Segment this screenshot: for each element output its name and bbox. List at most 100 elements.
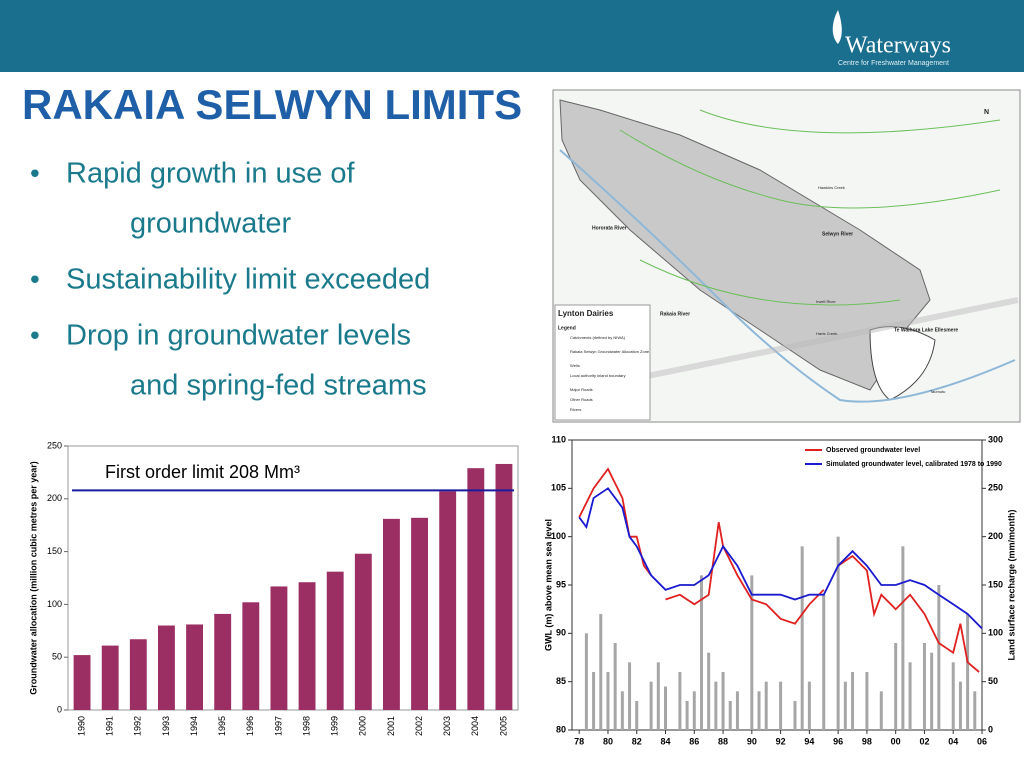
map-label: Local authority inland boundary [570, 373, 626, 378]
recharge-bar [757, 691, 761, 730]
x-tick-label: 1996 [245, 716, 255, 736]
logo: Waterways [845, 33, 951, 59]
map: Lynton Dairies Legend Catchments (defined … [552, 89, 1021, 423]
map-label: Other Roads [570, 397, 593, 402]
y2-axis-label: Land surface recharge (mm/month) [1006, 509, 1016, 660]
y-tick-label: 90 [556, 628, 566, 638]
y-tick-label: 250 [47, 440, 62, 450]
bullet-text: groundwater [130, 208, 292, 240]
recharge-bar [750, 575, 754, 730]
y-tick-label: 95 [556, 579, 566, 589]
x-tick-label: 82 [632, 736, 642, 746]
bullet-text: Drop in groundwater levels [66, 320, 411, 352]
map-label: Hororata River [592, 225, 627, 231]
x-tick-label: 1990 [76, 716, 86, 736]
bar [186, 624, 203, 710]
recharge-bar [901, 546, 905, 730]
recharge-bar [664, 686, 668, 730]
recharge-bar [793, 701, 797, 730]
map-label: Legend [558, 325, 576, 331]
x-tick-label: 2000 [358, 716, 368, 736]
bullets: • Rapid growth in use of groundwater • Susta… [30, 157, 430, 401]
map-label: Wells [570, 363, 580, 368]
x-tick-label: 84 [661, 736, 671, 746]
recharge-bar [951, 662, 955, 730]
bar [158, 625, 175, 710]
recharge-bar [851, 672, 855, 730]
recharge-bar [613, 643, 617, 730]
bar [326, 571, 344, 710]
x-tick-label: 2003 [442, 716, 452, 736]
bar [411, 517, 428, 710]
x-tick-label: 2004 [470, 716, 480, 736]
recharge-bar [721, 672, 725, 730]
recharge-bar [635, 701, 639, 730]
x-tick-label: 1995 [217, 716, 227, 736]
x-tick-label: 78 [574, 736, 584, 746]
bar [73, 655, 91, 710]
x-tick-label: 98 [862, 736, 872, 746]
x-tick-label: 1997 [273, 716, 283, 736]
bar [242, 602, 260, 710]
series-line [578, 487, 983, 630]
title: RAKAIA SELWYN LIMITS [22, 81, 522, 128]
recharge-bar [922, 643, 926, 730]
x-tick-label: 02 [919, 736, 929, 746]
y2-tick-label: 0 [988, 724, 993, 734]
bar [495, 463, 513, 710]
y-tick-label: 100 [551, 531, 566, 541]
recharge-bar [606, 672, 610, 730]
recharge-bar [958, 681, 962, 730]
recharge-bar [822, 594, 826, 730]
map-label: Selwyn River [822, 231, 853, 237]
recharge-bar [685, 701, 689, 730]
recharge-bar [800, 546, 804, 730]
x-tick-label: 90 [747, 736, 757, 746]
y2-tick-label: 50 [988, 676, 998, 686]
bar [214, 613, 232, 710]
x-tick-label: 80 [603, 736, 613, 746]
recharge-bar [656, 662, 660, 730]
x-tick-label: 1993 [161, 716, 171, 736]
bar [354, 553, 372, 710]
y-tick-label: 80 [556, 724, 566, 734]
map-label: Te Waihora Lake Ellesmere [894, 327, 958, 333]
x-tick-label: 1991 [105, 716, 115, 736]
bullet-text: Rapid growth in use of [66, 158, 355, 190]
map-label: Catchments (defined by NIWA) [570, 335, 626, 340]
y-tick-label: 50 [52, 652, 62, 662]
bar [439, 491, 457, 710]
recharge-bar [584, 633, 588, 730]
y-tick-label: 200 [47, 493, 62, 503]
bullet-dot: • [30, 319, 40, 350]
legend-label: Observed groundwater level [826, 447, 920, 454]
recharge-bar [620, 691, 624, 730]
bullet-dot: • [30, 157, 40, 188]
map-label: Taumutu [930, 389, 945, 394]
recharge-bar [599, 614, 603, 730]
x-tick-label: 92 [776, 736, 786, 746]
map-label: Harts Creek [816, 331, 837, 336]
recharge-bar [699, 575, 703, 730]
top-band [0, 0, 1024, 72]
recharge-bar [728, 701, 732, 730]
bar [298, 582, 316, 710]
map-label: N [984, 109, 989, 116]
y2-tick-label: 300 [988, 434, 1003, 444]
map-label: Rakaia River [660, 311, 690, 317]
y-tick-label: 150 [47, 546, 62, 556]
annotation: First order limit 208 Mm³ [105, 462, 300, 482]
y-tick-label: 85 [556, 676, 566, 686]
y2-tick-label: 150 [988, 579, 1003, 589]
map-label: Major Roads [570, 387, 593, 392]
bullet-text: and spring-fed streams [130, 370, 427, 402]
x-tick-label: 06 [977, 736, 987, 746]
logo-drop [832, 10, 842, 44]
bar [101, 645, 119, 710]
recharge-bar [836, 536, 840, 730]
plot-area [571, 439, 983, 731]
x-tick-label: 1994 [189, 716, 199, 736]
map-label: Irwell River [816, 299, 836, 304]
y2-tick-label: 100 [988, 628, 1003, 638]
x-tick-label: 04 [948, 736, 958, 746]
